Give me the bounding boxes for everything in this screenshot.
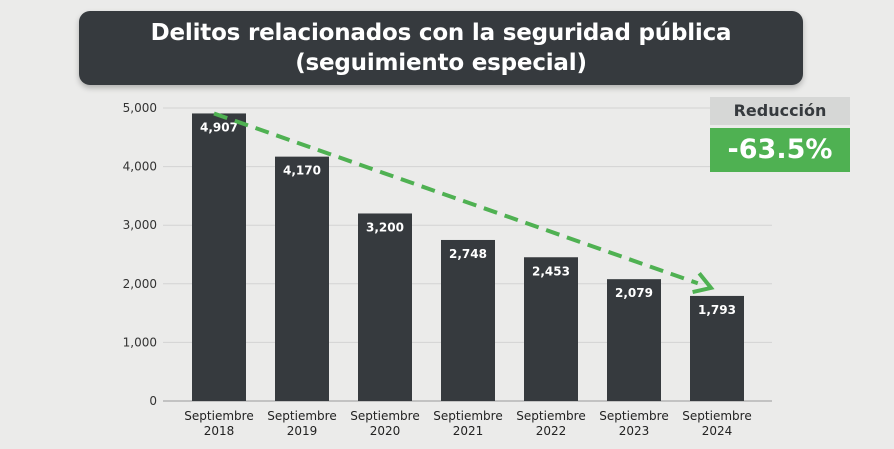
chart-title-line-1: Delitos relacionados con la seguridad pú… <box>150 20 732 46</box>
x-tick-label: 2020 <box>370 424 401 438</box>
x-tick-label: 2019 <box>287 424 318 438</box>
x-tick-label: 2022 <box>536 424 567 438</box>
x-tick-label: 2021 <box>453 424 484 438</box>
bar <box>275 156 329 401</box>
bar-value-label: 2,748 <box>449 247 487 261</box>
x-tick-label: 2018 <box>204 424 235 438</box>
chart-title-banner: Delitos relacionados con la seguridad pú… <box>79 11 803 85</box>
y-tick-label: 2,000 <box>123 277 157 291</box>
y-tick-label: 1,000 <box>123 335 157 349</box>
x-tick-label: Septiembre <box>599 409 668 423</box>
bar-value-label: 2,453 <box>532 264 570 278</box>
x-tick-label: Septiembre <box>433 409 502 423</box>
bar-value-label: 4,170 <box>283 164 321 178</box>
x-tick-label: 2023 <box>619 424 650 438</box>
bar <box>441 239 495 401</box>
y-tick-label: 5,000 <box>123 101 157 115</box>
bar <box>524 257 578 401</box>
trend-arrow-line <box>213 111 699 286</box>
bar <box>358 213 412 401</box>
reduction-label: Reducción <box>710 97 850 125</box>
bar-value-label: 3,200 <box>366 220 404 234</box>
x-tick-label: Septiembre <box>350 409 419 423</box>
bar <box>690 295 744 401</box>
bar-value-label: 4,907 <box>200 120 238 134</box>
x-tick-label: Septiembre <box>516 409 585 423</box>
x-tick-label: Septiembre <box>267 409 336 423</box>
trend-arrow-head <box>692 271 715 295</box>
bar <box>607 279 661 401</box>
y-tick-label: 4,000 <box>123 160 157 174</box>
x-tick-label: 2024 <box>702 424 733 438</box>
y-tick-label: 0 <box>149 394 157 408</box>
bar <box>192 113 246 401</box>
x-tick-label: Septiembre <box>682 409 751 423</box>
y-tick-label: 3,000 <box>123 218 157 232</box>
x-tick-label: Septiembre <box>184 409 253 423</box>
reduction-value: -63.5% <box>710 128 850 172</box>
chart-title-line-2: (seguimiento especial) <box>295 50 587 76</box>
bar-value-label: 1,793 <box>698 303 736 317</box>
bar-value-label: 2,079 <box>615 286 653 300</box>
